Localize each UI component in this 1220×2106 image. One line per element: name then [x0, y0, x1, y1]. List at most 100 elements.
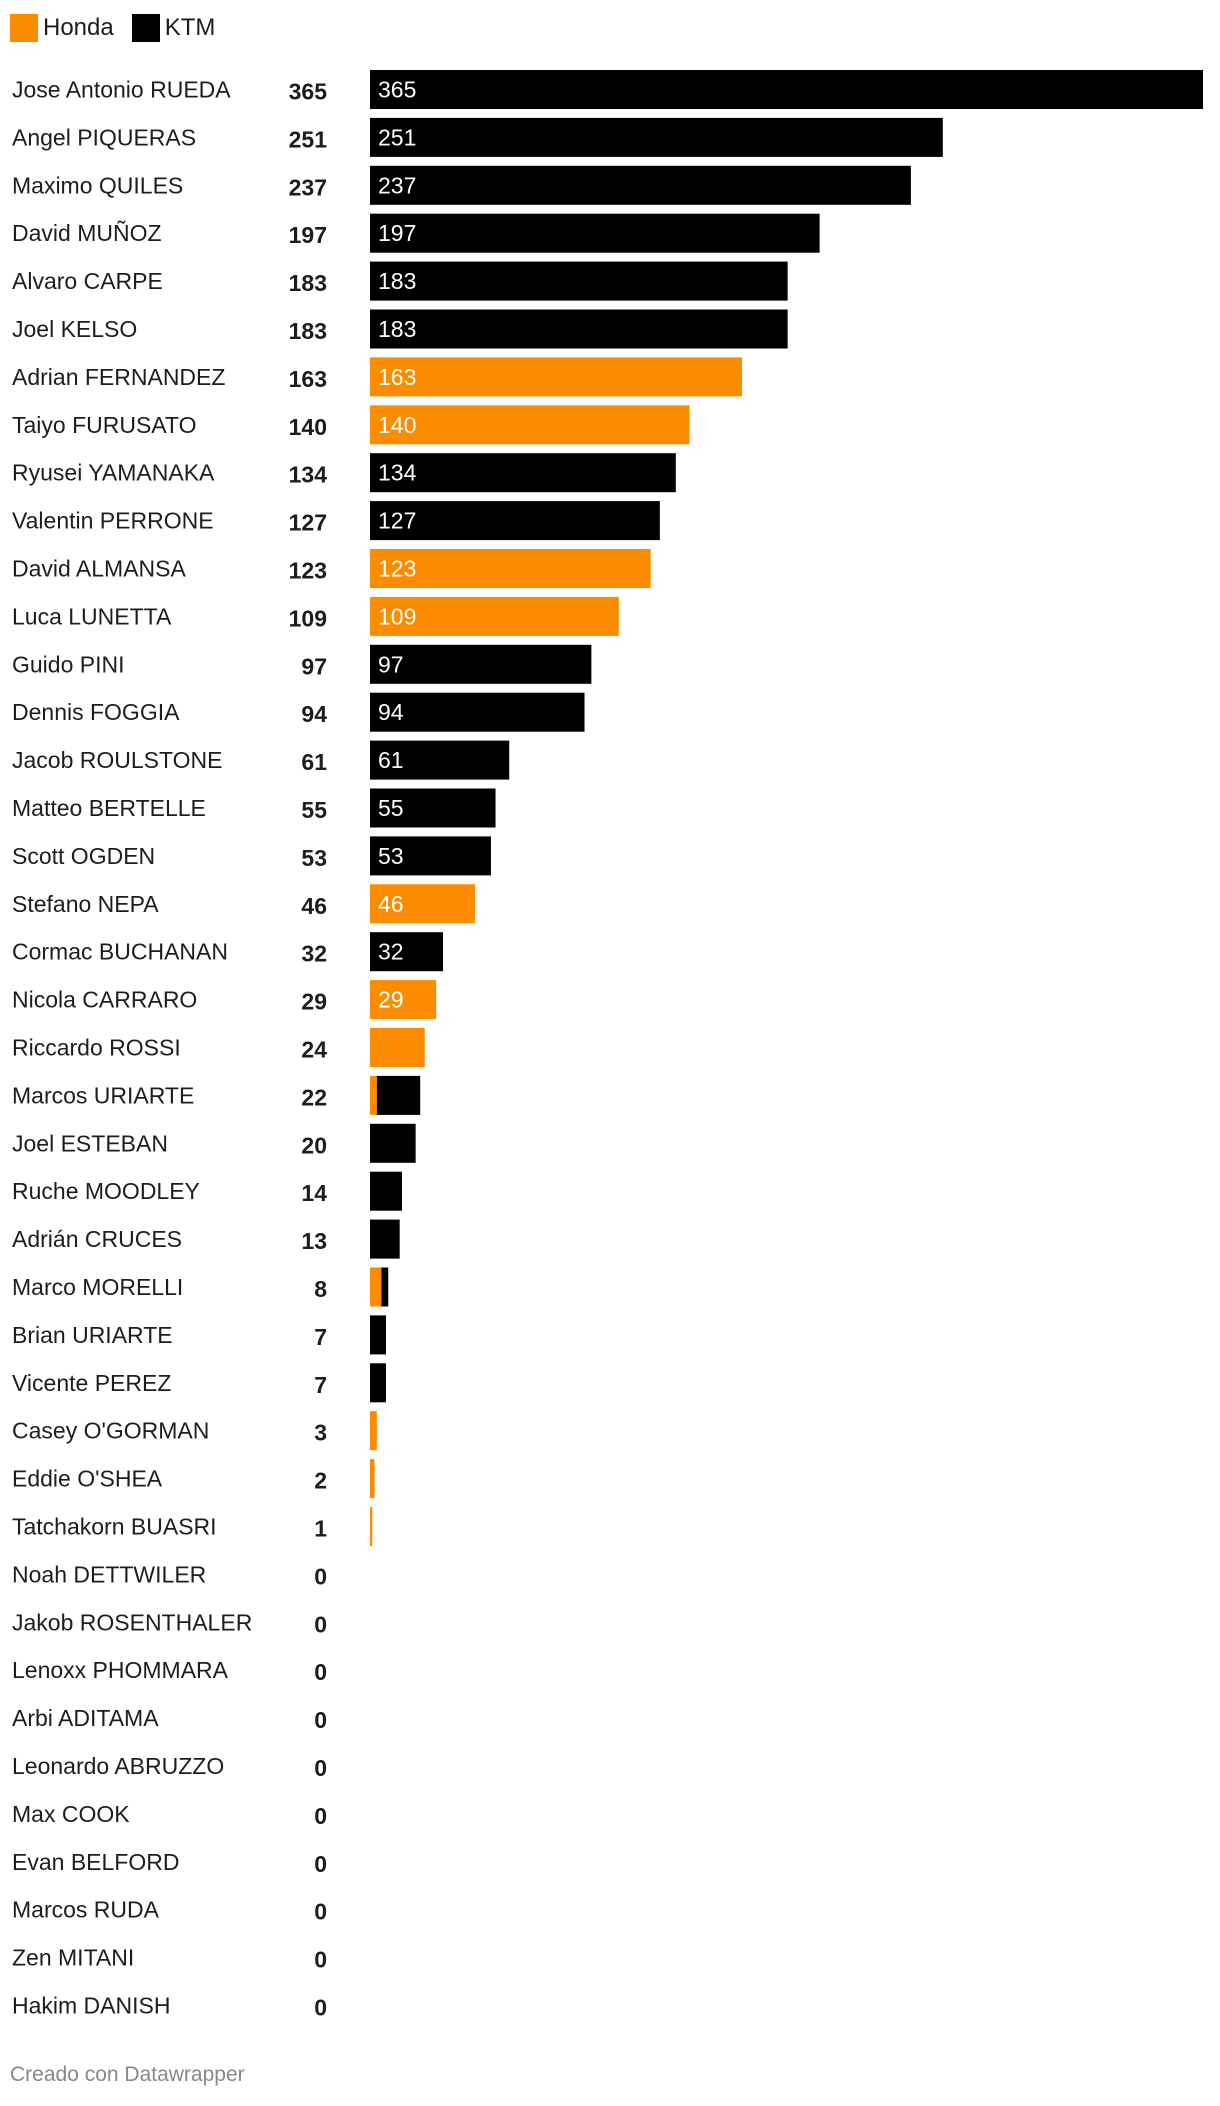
bar-value-label: 197	[378, 220, 416, 246]
category-label: Tatchakorn BUASRI	[12, 1514, 217, 1540]
total-value-label: 29	[301, 989, 327, 1015]
bar-row-valentin-perrone: Valentin PERRONE 127 127	[12, 501, 660, 541]
bar-ktm	[370, 261, 788, 301]
category-label: Joel KELSO	[12, 316, 137, 342]
bar-row-noah-dettwiler: Noah DETTWILER 0	[12, 1561, 327, 1589]
total-value-label: 0	[314, 1947, 327, 1973]
category-label: Angel PIQUERAS	[12, 124, 196, 150]
bar-ktm	[370, 1123, 416, 1163]
total-value-label: 7	[314, 1324, 327, 1350]
category-label: Max COOK	[12, 1801, 130, 1827]
bar-value-label: 183	[378, 316, 416, 342]
total-value-label: 251	[289, 126, 328, 152]
bar-row-riccardo-rossi: Riccardo ROSSI 24	[12, 1028, 425, 1067]
bar-ktm	[370, 1219, 400, 1259]
total-value-label: 32	[301, 941, 327, 967]
category-label: Maximo QUILES	[12, 172, 183, 198]
bar-ktm	[370, 692, 585, 732]
total-value-label: 0	[314, 1995, 327, 2021]
bar-row-taiyo-furusato: Taiyo FURUSATO 140 140	[12, 405, 690, 445]
bar-ktm	[370, 932, 444, 972]
total-value-label: 237	[289, 174, 327, 200]
total-value-label: 94	[301, 701, 327, 727]
bar-row-dennis-foggia: Dennis FOGGIA 94 94	[12, 692, 585, 732]
total-value-label: 2	[314, 1468, 327, 1494]
total-value-label: 163	[289, 366, 327, 392]
category-label: Marcos RUDA	[12, 1897, 160, 1923]
bar-honda	[370, 1459, 375, 1499]
bar-row-joel-kelso: Joel KELSO 183 183	[12, 309, 788, 349]
bar-value-label: 109	[378, 603, 416, 629]
bar-honda	[370, 884, 475, 924]
bar-row-guido-pini: Guido PINI 97 97	[12, 644, 592, 684]
bar-row-jacob-roulstone: Jacob ROULSTONE 61 61	[12, 740, 510, 780]
bar-honda	[370, 596, 619, 636]
category-label: Jose Antonio RUEDA	[12, 77, 231, 103]
bar-ktm	[370, 1363, 386, 1403]
total-value-label: 13	[301, 1228, 327, 1254]
total-value-label: 8	[314, 1276, 327, 1302]
bar-row-marcos-uriarte: Marcos URIARTE 22	[12, 1075, 421, 1115]
category-label: Luca LUNETTA	[12, 603, 172, 629]
bar-ktm	[370, 117, 943, 157]
bar-value-label: 53	[378, 843, 404, 869]
bar-row-alvaro-carpe: Alvaro CARPE 183 183	[12, 261, 788, 301]
category-label: Zen MITANI	[12, 1945, 134, 1971]
bar-row-tatchakorn-buasri: Tatchakorn BUASRI 1	[12, 1507, 373, 1546]
category-label: Alvaro CARPE	[12, 268, 163, 294]
bar-row-matteo-bertelle: Matteo BERTELLE 55 55	[12, 788, 496, 828]
bar-row-max-cook: Max COOK 0	[12, 1801, 327, 1829]
bar-ktm	[370, 644, 592, 684]
category-label: Hakim DANISH	[12, 1993, 170, 2019]
category-label: Guido PINI	[12, 651, 125, 677]
total-value-label: 3	[314, 1420, 327, 1446]
bar-row-casey-o-gorman: Casey O'GORMAN 3	[12, 1411, 377, 1451]
total-value-label: 1	[314, 1516, 327, 1542]
bar-row-zen-mitani: Zen MITANI 0	[12, 1945, 327, 1973]
category-label: Vicente PEREZ	[12, 1370, 171, 1396]
bar-row-david-almansa: David ALMANSA 123 123	[12, 549, 651, 588]
bar-row-arbi-aditama: Arbi ADITAMA 0	[12, 1705, 327, 1733]
bar-row-vicente-perez: Vicente PEREZ 7	[12, 1363, 386, 1403]
bar-value-label: 127	[378, 508, 416, 534]
bar-ktm	[370, 1315, 386, 1355]
bar-row-hakim-danish: Hakim DANISH 0	[12, 1993, 327, 2021]
bar-honda	[370, 1028, 425, 1067]
bar-value-label: 46	[378, 891, 404, 917]
bar-ktm	[370, 309, 788, 349]
category-label: David MUÑOZ	[12, 220, 162, 246]
bar-value-label: 183	[378, 268, 416, 294]
bar-value-label: 32	[378, 939, 404, 965]
category-label: Valentin PERRONE	[12, 508, 214, 534]
category-label: Joel ESTEBAN	[12, 1130, 168, 1156]
total-value-label: 0	[314, 1851, 327, 1877]
bar-row-ruche-moodley: Ruche MOODLEY 14	[12, 1171, 402, 1211]
total-value-label: 7	[314, 1372, 327, 1398]
category-label: Jacob ROULSTONE	[12, 747, 222, 773]
legend-label-ktm: KTM	[164, 14, 216, 41]
bar-value-label: 140	[378, 412, 416, 438]
bar-value-label: 237	[378, 172, 416, 198]
bar-honda	[370, 357, 742, 397]
bar-row-maximo-quiles: Maximo QUILES 237 237	[12, 165, 911, 205]
total-value-label: 0	[314, 1755, 327, 1781]
total-value-label: 183	[289, 318, 327, 344]
bar-honda	[370, 549, 651, 588]
total-value-label: 123	[289, 558, 327, 584]
bar-ktm	[370, 740, 510, 780]
bar-honda	[370, 980, 437, 1020]
category-label: Casey O'GORMAN	[12, 1418, 209, 1444]
legend-label-honda: Honda	[43, 14, 114, 41]
total-value-label: 24	[301, 1037, 327, 1063]
category-label: Matteo BERTELLE	[12, 795, 206, 821]
category-label: Adrián CRUCES	[12, 1226, 182, 1252]
footer-credit: Creado con Datawrapper	[10, 2063, 245, 2086]
total-value-label: 0	[314, 1659, 327, 1685]
bar-row-scott-ogden: Scott OGDEN 53 53	[12, 836, 491, 876]
total-value-label: 22	[301, 1084, 327, 1110]
category-label: Nicola CARRARO	[12, 987, 197, 1013]
total-value-label: 20	[301, 1132, 327, 1158]
bar-row-eddie-o-shea: Eddie O'SHEA 2	[12, 1459, 375, 1499]
bar-row-marcos-ruda: Marcos RUDA 0	[12, 1897, 327, 1925]
